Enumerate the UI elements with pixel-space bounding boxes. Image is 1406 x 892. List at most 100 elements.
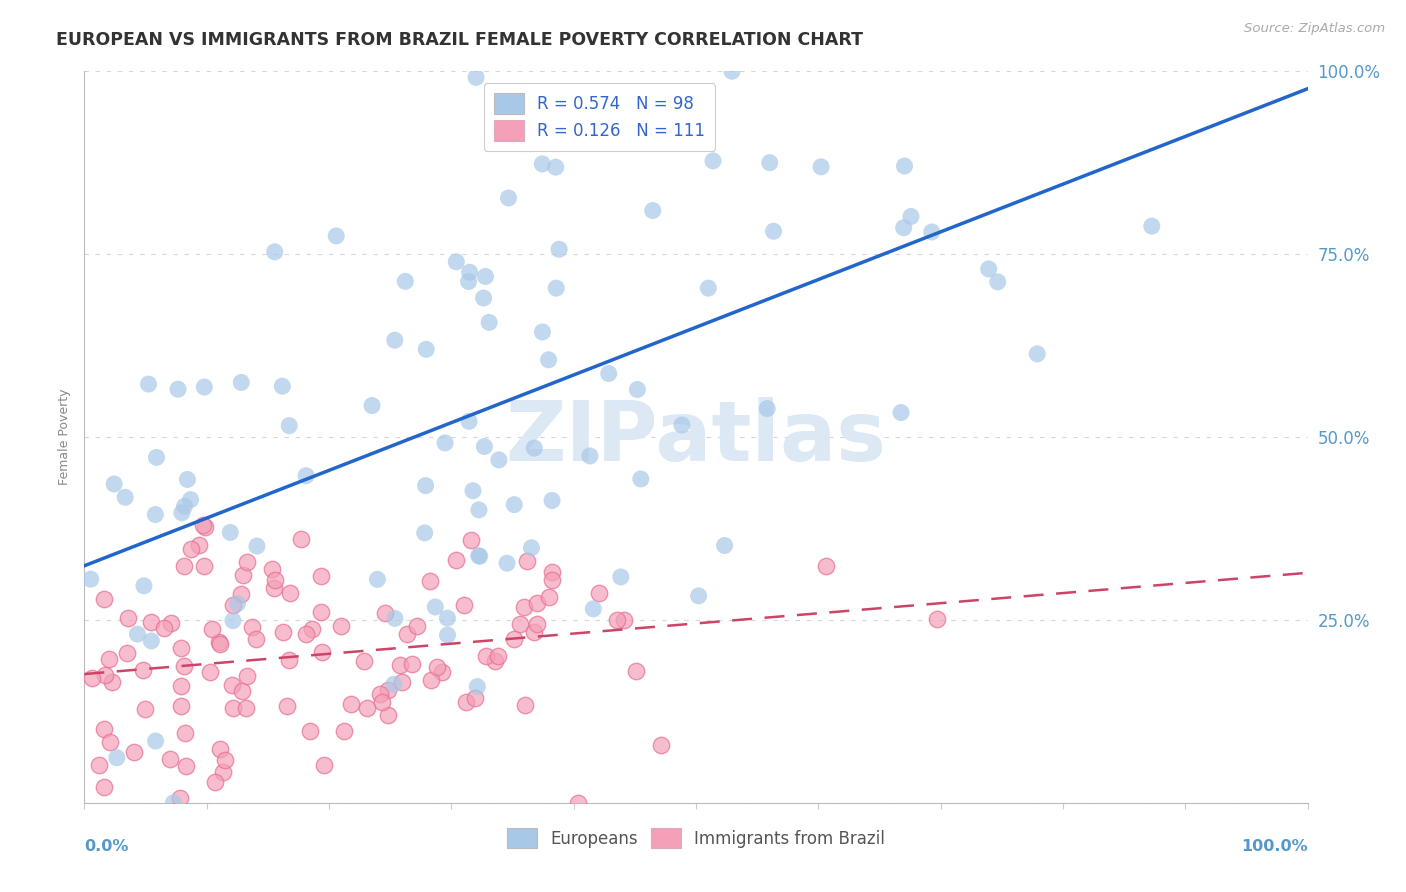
Point (219, 525, 242, 540)
Point (114, 491, 136, 505)
Point (208, 637, 231, 651)
Point (236, 669, 259, 683)
Point (173, 500, 195, 514)
Point (425, 599, 447, 614)
Point (758, 155, 780, 169)
Point (458, 265, 481, 279)
Point (474, 440, 496, 454)
Point (145, 734, 167, 748)
Point (384, 333, 406, 347)
Point (405, 619, 427, 633)
Y-axis label: Female Poverty: Female Poverty (58, 389, 72, 485)
Point (117, 646, 139, 660)
Point (170, 699, 193, 714)
Text: 0.0%: 0.0% (84, 839, 129, 855)
Point (436, 611, 458, 625)
Point (245, 632, 267, 646)
Point (1029, 38, 1052, 53)
Point (702, 153, 724, 168)
Point (329, 618, 352, 632)
Point (523, 624, 546, 639)
Point (468, 503, 491, 517)
Point (240, 619, 263, 633)
Point (484, 654, 506, 668)
Point (278, 586, 301, 600)
Point (231, 587, 253, 601)
Point (356, 701, 378, 715)
Point (271, 379, 294, 393)
Point (523, 441, 546, 455)
Point (212, 765, 235, 780)
Point (626, 383, 648, 397)
Point (145, 508, 167, 522)
Point (721, 64, 744, 78)
Point (366, 573, 388, 587)
Point (271, 625, 294, 640)
Point (486, 648, 509, 663)
Point (461, 483, 484, 498)
Point (498, 191, 520, 205)
Point (134, 702, 156, 716)
Point (434, 436, 457, 450)
Point (87, 758, 110, 772)
Point (295, 627, 318, 641)
Point (688, 589, 710, 603)
Point (312, 757, 335, 772)
Point (325, 228, 347, 243)
Point (582, 602, 605, 616)
Point (194, 520, 217, 534)
Text: ZIPatlas: ZIPatlas (506, 397, 886, 477)
Point (589, 28, 612, 42)
Point (458, 414, 481, 428)
Point (610, 570, 633, 584)
Text: Source: ZipAtlas.com: Source: ZipAtlas.com (1244, 22, 1385, 36)
Point (371, 695, 394, 709)
Point (145, 450, 167, 465)
Point (613, 613, 636, 627)
Point (415, 343, 437, 357)
Point (467, 680, 489, 694)
Point (311, 645, 333, 659)
Point (98, 735, 121, 749)
Point (162, 796, 184, 810)
Point (496, 556, 519, 570)
Point (598, 367, 620, 381)
Point (246, 539, 269, 553)
Point (222, 701, 245, 715)
Point (93, 780, 115, 795)
Point (173, 726, 195, 740)
Point (685, 128, 707, 143)
Point (472, 291, 495, 305)
Point (463, 691, 485, 706)
Point (419, 574, 441, 589)
Point (541, 493, 564, 508)
Point (516, 554, 538, 568)
Point (278, 418, 301, 433)
Point (278, 653, 301, 667)
Point (509, 616, 531, 631)
Point (756, 401, 779, 416)
Point (671, 417, 693, 432)
Point (159, 615, 181, 630)
Point (263, 581, 285, 595)
Point (531, 157, 554, 171)
Point (488, 453, 510, 467)
Point (124, 745, 146, 759)
Point (814, 559, 837, 574)
Point (384, 611, 406, 625)
Point (810, 160, 832, 174)
Point (503, 498, 526, 512)
Point (567, 796, 589, 810)
Point (141, 634, 163, 648)
Point (1140, 219, 1163, 233)
Point (426, 660, 449, 674)
Point (630, 472, 652, 486)
Point (221, 678, 243, 692)
Point (295, 468, 318, 483)
Point (890, 405, 912, 419)
Point (204, 774, 226, 789)
Point (97, 652, 120, 666)
Point (117, 611, 139, 625)
Point (925, 612, 948, 626)
Point (193, 517, 215, 532)
